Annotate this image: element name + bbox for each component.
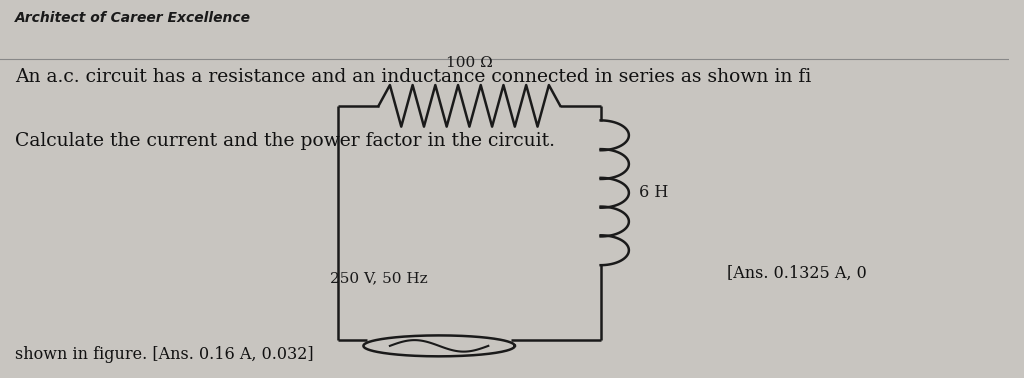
Text: Architect of Career Excellence: Architect of Career Excellence <box>15 11 251 25</box>
Text: 250 V, 50 Hz: 250 V, 50 Hz <box>330 271 427 285</box>
Text: 6 H: 6 H <box>639 184 669 201</box>
Text: Calculate the current and the power factor in the circuit.: Calculate the current and the power fact… <box>15 132 555 150</box>
Text: 100 Ω: 100 Ω <box>446 56 493 70</box>
Text: shown in figure. [Ans. 0.16 A, 0.032]: shown in figure. [Ans. 0.16 A, 0.032] <box>15 346 313 363</box>
Text: [Ans. 0.1325 A, 0: [Ans. 0.1325 A, 0 <box>727 265 866 282</box>
Text: An a.c. circuit has a resistance and an inductance connected in series as shown : An a.c. circuit has a resistance and an … <box>15 68 811 86</box>
